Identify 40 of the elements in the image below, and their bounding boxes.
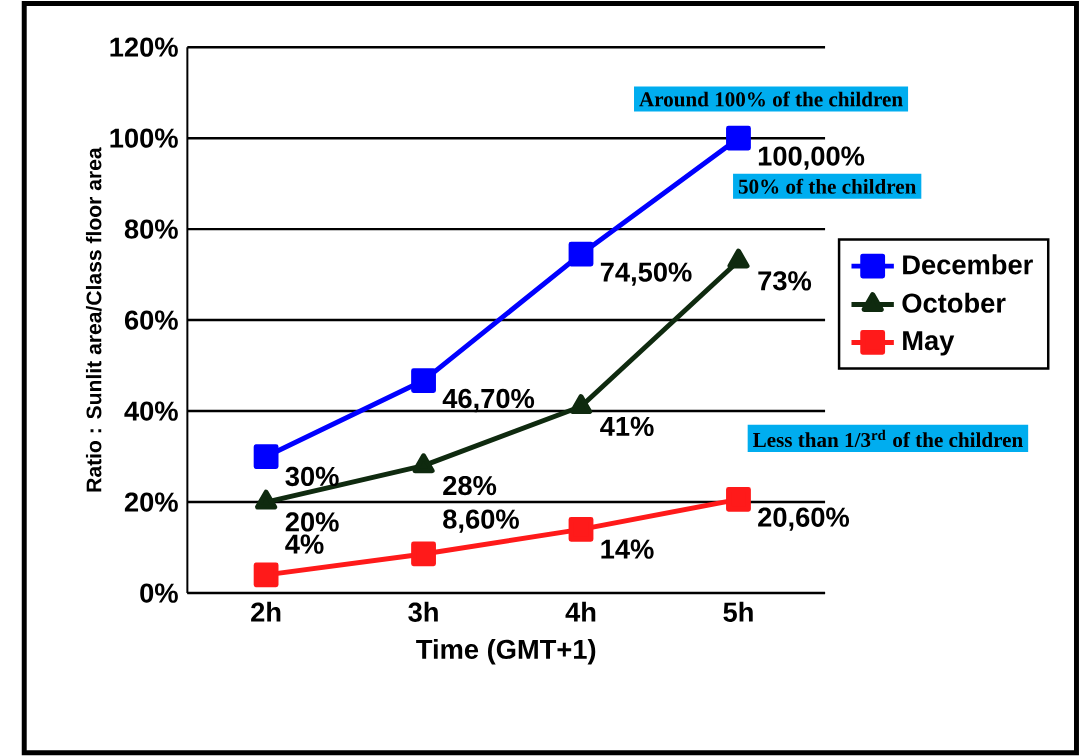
y-tick-label: 20% xyxy=(124,492,178,512)
y-tick-label: 60% xyxy=(124,310,178,330)
x-tick-label: 2h xyxy=(251,601,281,622)
point xyxy=(568,241,594,267)
annotation: Around 100% of the children xyxy=(639,91,903,107)
point xyxy=(568,516,594,542)
legend-label: May xyxy=(903,331,955,356)
legend-label: December xyxy=(903,254,1033,275)
data-label: 73% xyxy=(758,271,812,291)
data-label: 28% xyxy=(443,475,497,496)
data-label: 20% xyxy=(285,512,339,532)
data-label: 20,60% xyxy=(758,507,850,531)
y-axis-title: Ratio : Sunlit area/Class floor area xyxy=(85,147,102,492)
legend-label: October xyxy=(902,292,1006,313)
point xyxy=(412,453,435,474)
data-label: 4% xyxy=(285,534,324,554)
data-label: 100,00% xyxy=(758,146,865,170)
data-label: 8,60% xyxy=(443,509,519,533)
y-tick-label: 0% xyxy=(140,583,178,603)
point xyxy=(726,486,751,512)
point xyxy=(253,562,279,588)
x-tick-label: 4h xyxy=(565,601,596,622)
point xyxy=(253,444,279,469)
x-tick-label: 5h xyxy=(723,601,753,622)
y-tick-label: 40% xyxy=(124,401,178,421)
data-label: 74,50% xyxy=(600,262,692,286)
point xyxy=(411,368,436,393)
data-label: 30% xyxy=(285,466,339,487)
data-label: 14% xyxy=(601,539,654,559)
x-axis-title: Time (GMT+1) xyxy=(416,638,596,665)
data-label: 46,70% xyxy=(442,388,535,413)
y-tick-label: 100% xyxy=(110,128,178,148)
point xyxy=(411,541,436,567)
point xyxy=(726,125,751,151)
annotation: Less than 1/3$^{rd}$ of the children xyxy=(752,429,1023,448)
data-label: 41% xyxy=(600,416,654,436)
y-tick-label: 120% xyxy=(110,37,178,57)
y-tick-label: 80% xyxy=(124,219,178,239)
annotation: 50% of the children xyxy=(738,178,917,194)
x-tick-label: 3h xyxy=(408,601,438,622)
